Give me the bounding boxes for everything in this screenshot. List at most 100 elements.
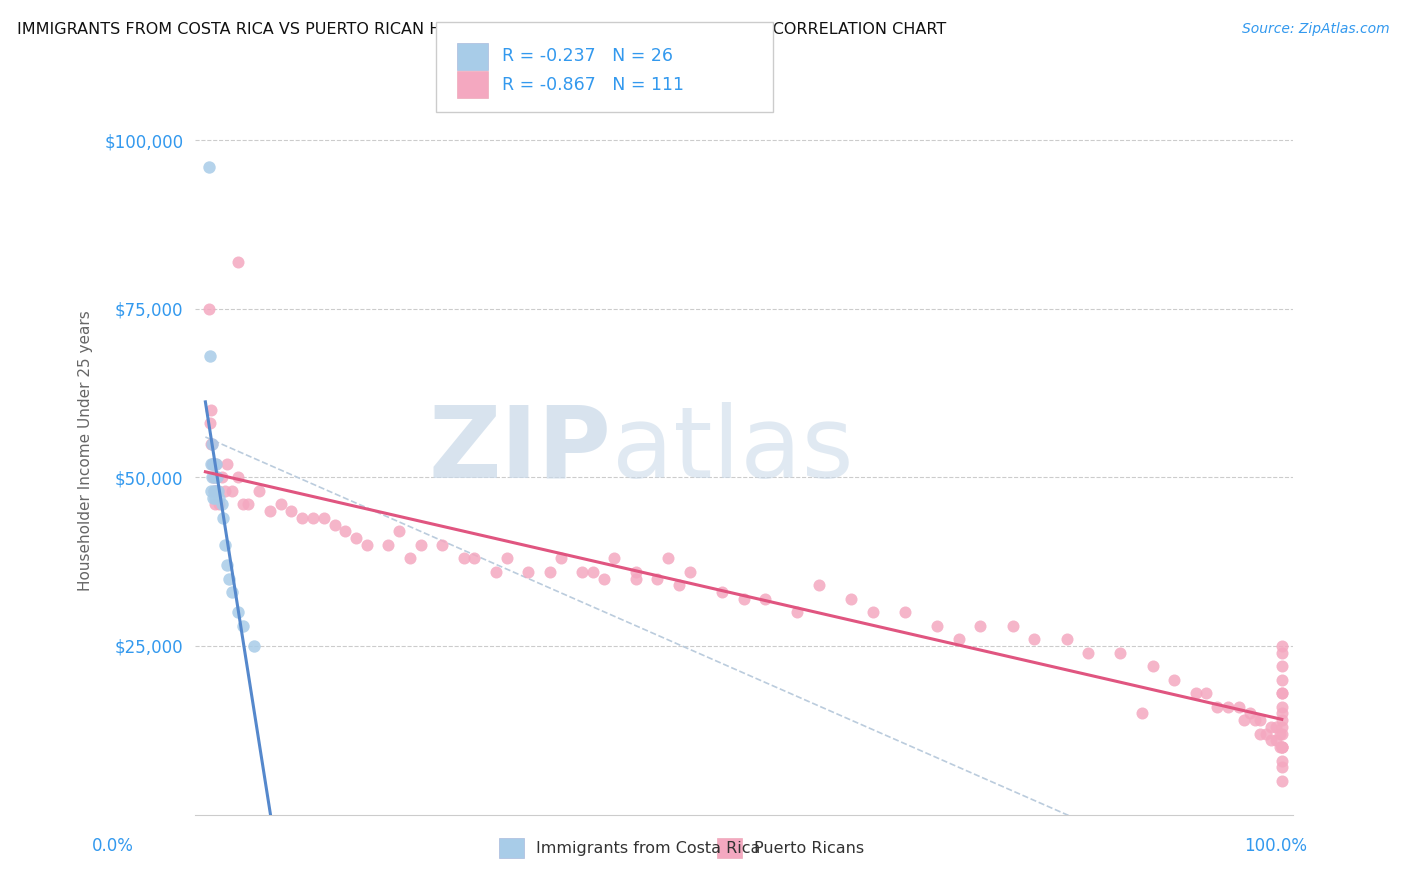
Point	[200, 403, 222, 417]
Point	[1271, 773, 1294, 788]
Point	[624, 565, 647, 579]
Point	[232, 497, 254, 511]
Point	[1271, 686, 1294, 700]
Point	[201, 436, 224, 450]
Point	[517, 565, 540, 579]
Point	[1271, 706, 1294, 721]
Point	[1249, 713, 1271, 727]
Point	[1254, 726, 1277, 740]
Point	[1271, 699, 1294, 714]
Point	[927, 619, 949, 633]
Point	[1109, 646, 1132, 660]
Text: ZIP: ZIP	[429, 402, 612, 499]
Point	[204, 497, 226, 511]
Point	[624, 572, 647, 586]
Point	[1265, 720, 1288, 734]
Point	[1163, 673, 1185, 687]
Point	[243, 639, 266, 653]
Point	[1271, 673, 1294, 687]
Point	[1024, 632, 1046, 647]
Point	[226, 605, 249, 619]
Point	[1271, 740, 1294, 755]
Point	[215, 558, 238, 573]
Point	[200, 436, 222, 450]
Point	[205, 483, 228, 498]
Point	[221, 585, 243, 599]
Point	[1056, 632, 1078, 647]
Point	[198, 349, 221, 363]
Point	[1271, 720, 1294, 734]
Point	[409, 538, 432, 552]
Point	[344, 531, 367, 545]
Point	[204, 491, 226, 505]
Point	[201, 491, 224, 505]
Point	[335, 524, 357, 539]
Point	[218, 572, 240, 586]
Point	[733, 591, 755, 606]
Point	[571, 565, 593, 579]
Point	[200, 483, 222, 498]
Point	[754, 591, 776, 606]
Point	[201, 470, 224, 484]
Point	[356, 538, 378, 552]
Point	[1268, 740, 1291, 755]
Point	[201, 457, 224, 471]
Point	[198, 417, 221, 431]
Text: Immigrants from Costa Rica: Immigrants from Costa Rica	[536, 841, 761, 855]
Point	[485, 565, 508, 579]
Point	[211, 497, 233, 511]
Point	[1227, 699, 1250, 714]
Point	[207, 483, 229, 498]
Text: R = -0.867   N = 111: R = -0.867 N = 111	[502, 76, 683, 94]
Point	[205, 483, 228, 498]
Point	[1260, 720, 1282, 734]
Point	[323, 517, 346, 532]
Point	[862, 605, 884, 619]
Point	[647, 572, 669, 586]
Point	[197, 161, 219, 175]
Point	[399, 551, 422, 566]
Point	[1271, 726, 1294, 740]
Point	[1268, 726, 1291, 740]
Point	[201, 470, 224, 484]
Point	[1077, 646, 1099, 660]
Point	[1271, 646, 1294, 660]
Point	[495, 551, 517, 566]
Text: atlas: atlas	[612, 402, 853, 499]
Point	[205, 457, 228, 471]
Text: Source: ZipAtlas.com: Source: ZipAtlas.com	[1241, 22, 1389, 37]
Point	[247, 483, 270, 498]
Point	[204, 470, 226, 484]
Point	[1216, 699, 1239, 714]
Point	[205, 470, 228, 484]
Point	[205, 470, 228, 484]
Point	[786, 605, 808, 619]
Point	[948, 632, 970, 647]
Point	[1249, 726, 1271, 740]
Point	[207, 483, 229, 498]
Point	[592, 572, 614, 586]
Point	[463, 551, 485, 566]
Point	[1265, 733, 1288, 747]
Point	[232, 619, 254, 633]
Point	[1271, 740, 1294, 755]
Point	[208, 497, 231, 511]
Point	[201, 436, 224, 450]
Point	[214, 483, 236, 498]
Text: 0.0%: 0.0%	[91, 837, 134, 855]
Point	[1184, 686, 1206, 700]
Point	[197, 301, 219, 316]
Point	[1271, 754, 1294, 768]
Point	[200, 457, 222, 471]
Point	[201, 457, 224, 471]
Point	[582, 565, 605, 579]
Point	[211, 470, 233, 484]
Point	[226, 470, 249, 484]
Point	[377, 538, 399, 552]
Point	[657, 551, 679, 566]
Point	[1130, 706, 1153, 721]
Point	[1195, 686, 1218, 700]
Point	[1206, 699, 1229, 714]
Point	[202, 483, 225, 498]
Point	[711, 585, 734, 599]
